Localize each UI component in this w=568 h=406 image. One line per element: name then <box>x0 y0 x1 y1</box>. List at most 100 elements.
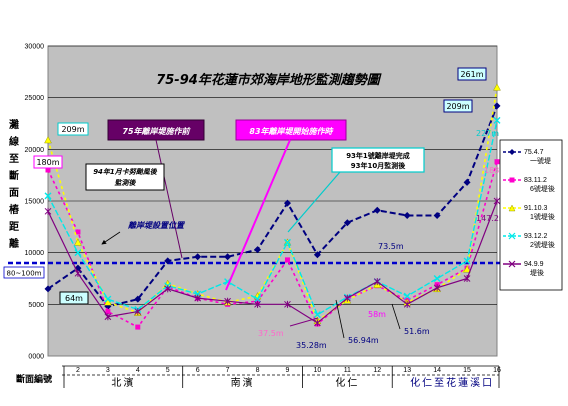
y-axis: 0000 5000 10000 15000 20000 25000 30000 灘線至斷面樁距… <box>9 44 44 361</box>
series-line <box>47 161 498 329</box>
annotation-text: 93年10月監測後 <box>351 161 406 170</box>
series-5 <box>44 197 501 327</box>
annotation-text: 93年1號離岸堤完成 <box>346 151 410 160</box>
value-label: 37.5m <box>258 329 284 338</box>
y-tick-label: 20000 <box>25 147 45 154</box>
legend-marker <box>508 260 516 268</box>
x-tick-label: 3 <box>106 367 110 374</box>
value-label-box <box>457 67 487 81</box>
legend-label: 75.4.7 <box>524 149 544 156</box>
value-label-box <box>443 99 473 113</box>
series-line <box>47 200 498 324</box>
value-label: 227m <box>476 129 499 138</box>
y-tick-label: 5000 <box>28 302 44 309</box>
data-point <box>493 116 501 124</box>
x-tick-label: 2 <box>76 367 80 374</box>
data-point <box>164 257 172 265</box>
legend-marker <box>509 149 515 155</box>
x-tick-label: 16 <box>493 367 501 374</box>
data-point <box>45 167 51 173</box>
label-leader <box>289 317 319 327</box>
data-point <box>44 285 52 293</box>
data-point <box>194 294 202 302</box>
legend-marker <box>508 204 516 212</box>
data-point <box>463 275 471 282</box>
value-label-box <box>33 155 63 169</box>
annotation-box <box>85 163 165 191</box>
data-point <box>493 83 501 91</box>
legend-label: 1號堤後 <box>530 212 555 221</box>
data-point <box>283 238 291 246</box>
region-label: 南濱 <box>231 376 255 389</box>
gridlines <box>48 45 497 305</box>
data-point <box>74 269 82 277</box>
x-tick-label: 5 <box>166 367 170 374</box>
data-point <box>194 253 202 261</box>
value-label: 261m <box>460 70 483 79</box>
x-tick-label: 10 <box>314 367 322 374</box>
value-label: 147.2m <box>476 214 507 223</box>
series-line <box>47 120 498 316</box>
y-tick-label: 30000 <box>25 44 45 51</box>
data-point <box>74 238 82 246</box>
value-label: 35.28m <box>296 341 327 350</box>
y-axis-label: 灘線至斷面樁距離 <box>9 118 20 250</box>
x-tick-label: 8 <box>256 367 260 374</box>
data-point <box>104 298 112 306</box>
data-point <box>463 265 471 273</box>
annotation-pointer <box>225 139 291 291</box>
value-label: 64m <box>65 294 83 303</box>
y-tick-label: 25000 <box>25 95 45 102</box>
data-point <box>75 229 81 235</box>
value-label-box <box>57 122 89 136</box>
band-label-box <box>3 266 45 279</box>
x-tick-label: 7 <box>226 367 230 374</box>
data-point <box>403 211 411 219</box>
annotation-arrow <box>101 231 121 245</box>
data-point <box>134 308 142 316</box>
data-point <box>403 300 411 308</box>
x-tick-label: 15 <box>463 367 471 374</box>
data-point <box>164 285 172 293</box>
x-axis-label: 斷面編號 <box>16 373 52 385</box>
data-point <box>493 102 501 110</box>
annotation-box <box>331 147 425 173</box>
data-point <box>284 257 290 263</box>
x-tick-label: 9 <box>286 367 290 374</box>
value-label: 180m <box>36 158 59 167</box>
data-point <box>254 295 262 303</box>
series-1 <box>44 102 501 310</box>
legend-label: 堤後 <box>530 268 544 277</box>
x-tick-label: 13 <box>403 367 411 374</box>
annotation-box <box>235 119 347 141</box>
data-point <box>134 295 142 303</box>
data-point <box>373 206 381 214</box>
value-label: 51.6m <box>404 327 430 336</box>
annotation-pointer <box>287 171 341 233</box>
data-point <box>313 251 321 259</box>
value-label-box <box>59 291 89 305</box>
value-label: 188m <box>484 166 507 175</box>
legend-marker <box>509 177 515 183</box>
data-point <box>463 178 471 186</box>
data-point <box>44 192 52 200</box>
value-label: 73.5m <box>378 242 404 251</box>
data-point <box>493 197 501 205</box>
data-point <box>433 275 441 282</box>
value-label: 58m <box>368 310 386 319</box>
data-point <box>105 309 111 315</box>
data-point <box>343 294 351 302</box>
data-point <box>314 319 321 327</box>
data-point <box>463 257 471 265</box>
legend-label: 91.10.3 <box>524 205 547 212</box>
series-line <box>47 105 498 308</box>
legend-label: 2號堤後 <box>530 240 555 249</box>
data-point <box>44 136 52 144</box>
data-point <box>224 253 232 261</box>
band-label: 80~100m <box>7 270 42 278</box>
data-point <box>284 300 291 308</box>
data-point <box>44 207 52 215</box>
chart-title: 75-94年花蓮市郊海岸地形監測趨勢圖 <box>156 72 382 88</box>
